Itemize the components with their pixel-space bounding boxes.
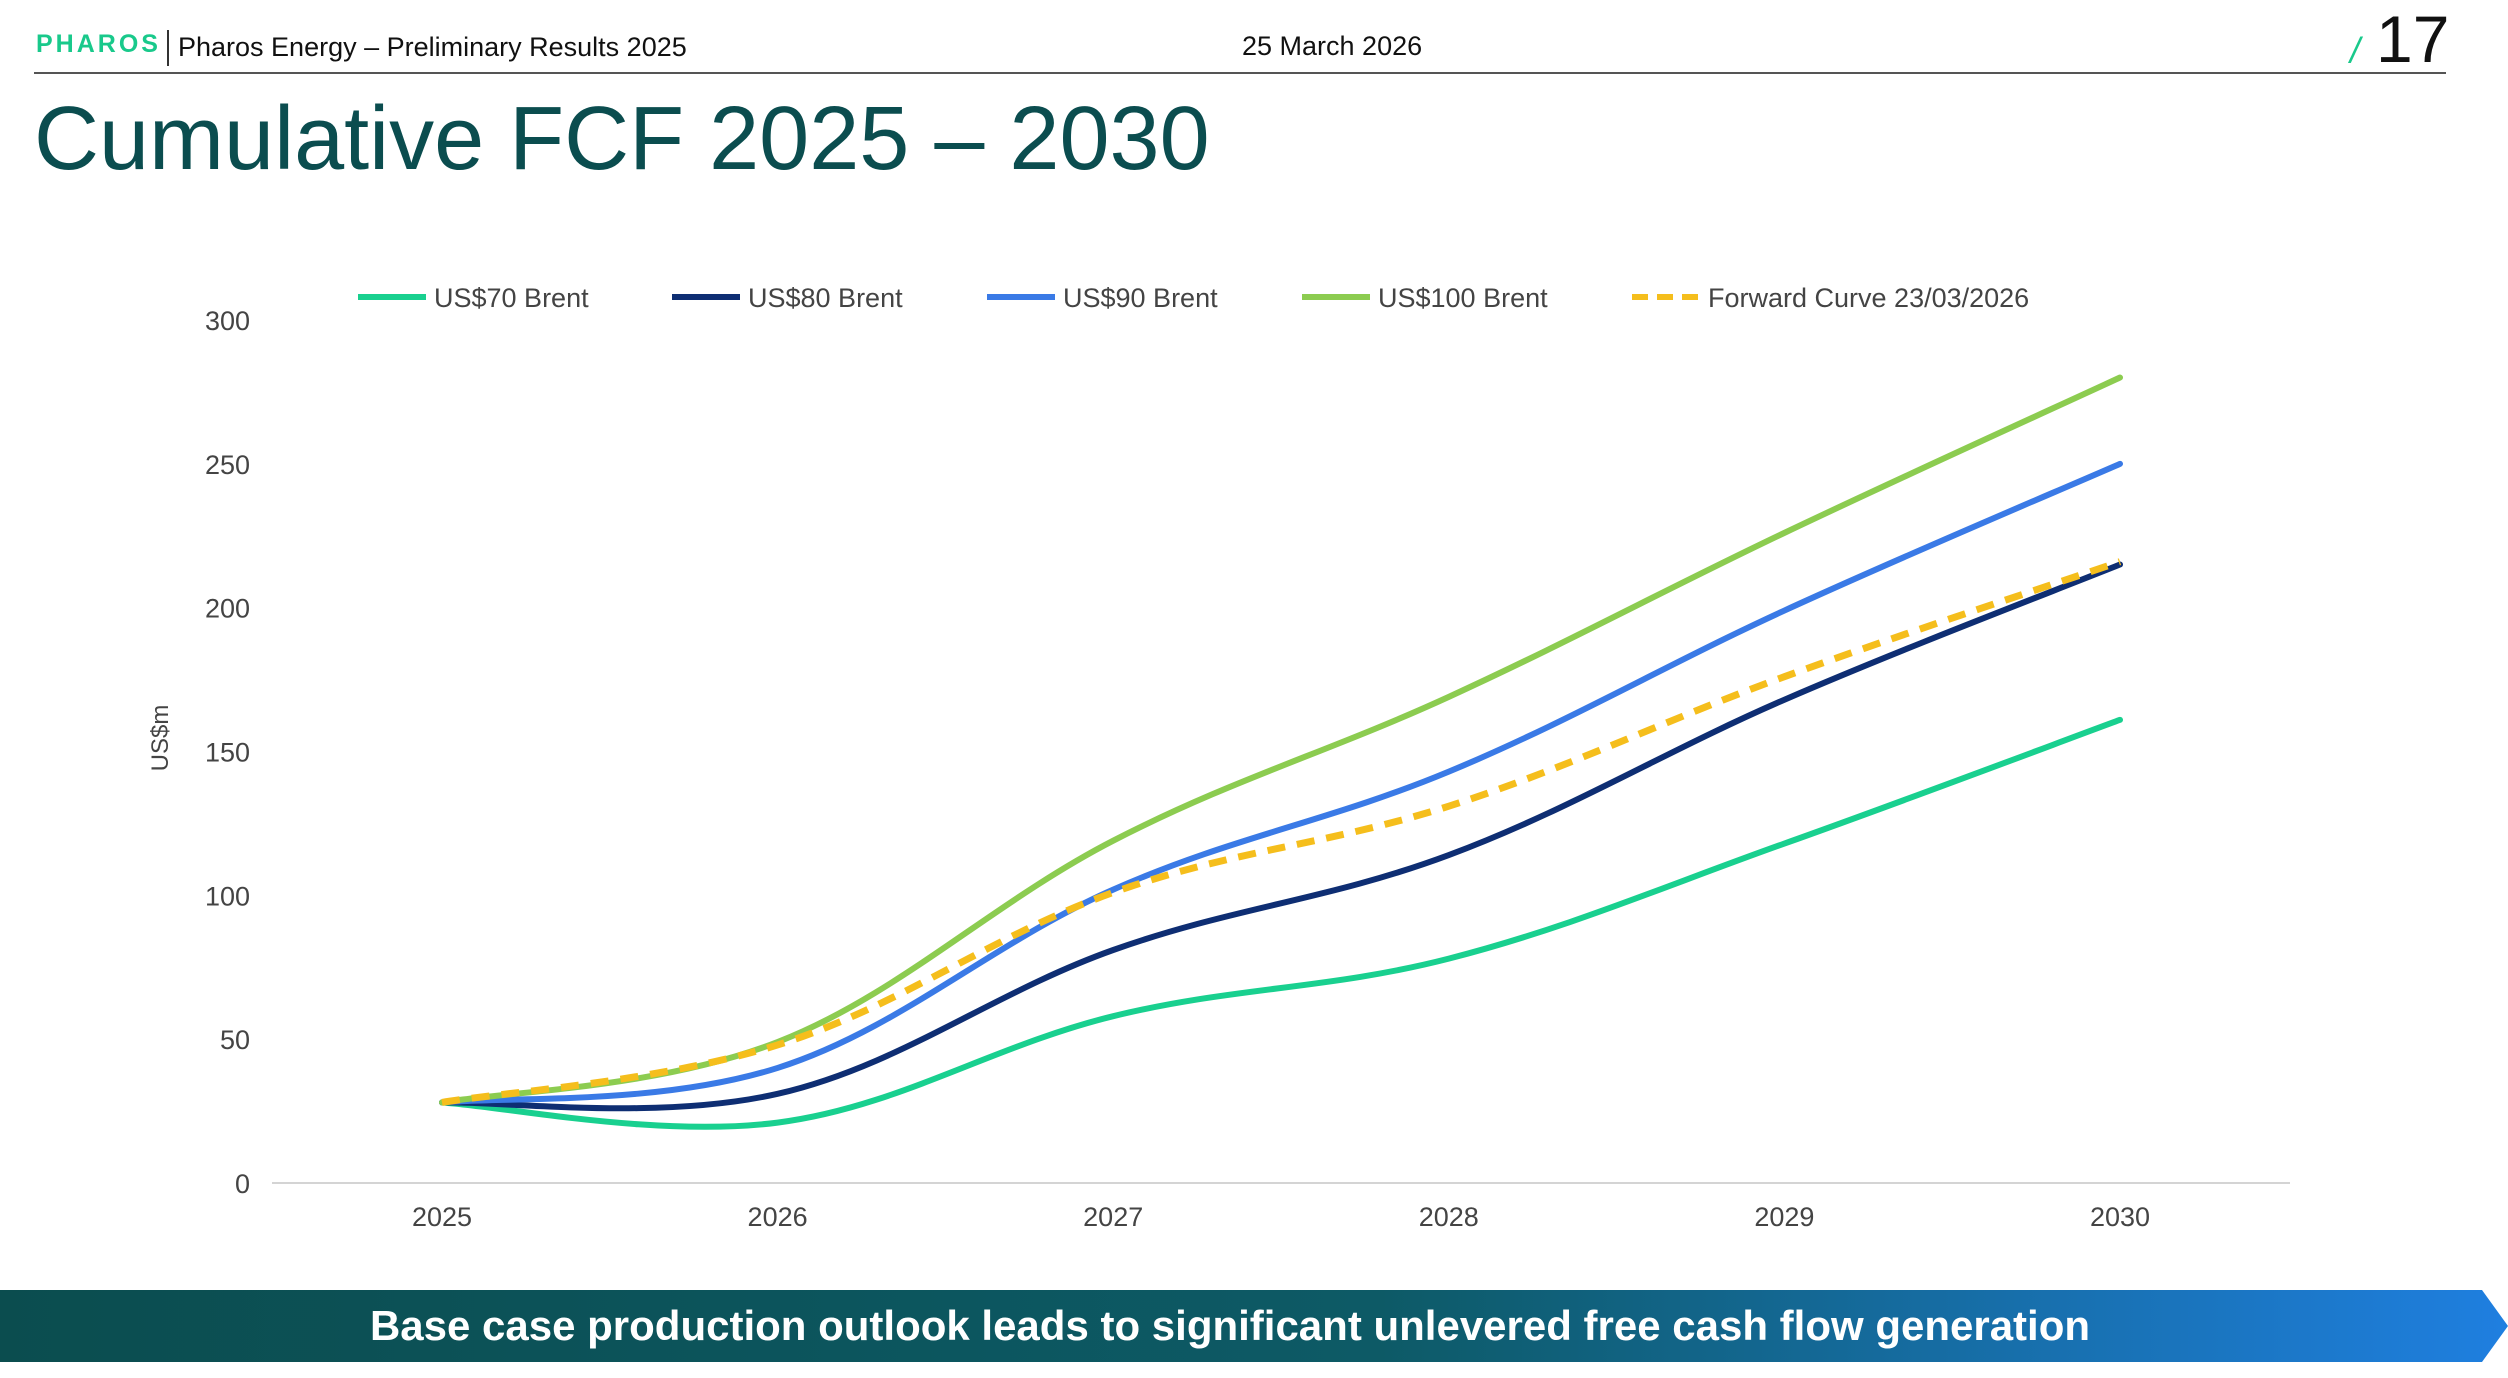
header-title: Pharos Energy – Preliminary Results 2025 bbox=[178, 32, 687, 62]
legend-label-us-70-brent: US$70 Brent bbox=[434, 283, 589, 313]
x-tick-label: 2027 bbox=[1083, 1202, 1143, 1232]
footer-banner-text: Base case production outlook leads to si… bbox=[369, 1302, 2091, 1349]
legend-label-us-90-brent: US$90 Brent bbox=[1063, 283, 1218, 313]
y-tick-label: 50 bbox=[220, 1025, 250, 1055]
brand-logo: PHAROS bbox=[36, 30, 161, 58]
x-tick-label: 2028 bbox=[1419, 1202, 1479, 1232]
header-divider bbox=[34, 72, 2446, 74]
y-tick-label: 300 bbox=[205, 306, 250, 336]
x-tick-label: 2029 bbox=[1754, 1202, 1814, 1232]
chart-axes: 0 50 100 150 200 250 300 2025 2026 2027 2028 2029 20… bbox=[147, 306, 2290, 1232]
y-tick-label: 150 bbox=[205, 738, 250, 768]
page-slash-mark: / bbox=[2350, 30, 2361, 71]
fcf-line-chart: 0 50 100 150 200 250 300 2025 2026 2027 2028 2029 20… bbox=[147, 283, 2290, 1232]
page-number: 17 bbox=[2376, 2, 2450, 76]
y-tick-label: 0 bbox=[235, 1169, 250, 1199]
series-line-us-90-brent bbox=[439, 460, 2123, 1106]
series-line-forward-curve-23-03-2026 bbox=[441, 558, 2122, 1106]
header-date: 25 March 2026 bbox=[1242, 31, 1423, 61]
brand-separator bbox=[167, 30, 169, 66]
chart-series-group bbox=[439, 374, 2123, 1130]
series-line-us-70-brent bbox=[439, 716, 2123, 1130]
series-line-us-100-brent bbox=[439, 374, 2123, 1106]
legend-label-us-100-brent: US$100 Brent bbox=[1378, 283, 1548, 313]
x-tick-label: 2030 bbox=[2090, 1202, 2150, 1232]
series-line-us-80-brent bbox=[439, 561, 2123, 1112]
x-tick-label: 2026 bbox=[748, 1202, 808, 1232]
x-tick-label: 2025 bbox=[412, 1202, 472, 1232]
slide-title: Cumulative FCF 2025 – 2030 bbox=[34, 89, 1210, 189]
y-tick-label: 100 bbox=[205, 881, 250, 911]
y-axis-title: US$m bbox=[147, 705, 174, 772]
y-tick-label: 250 bbox=[205, 450, 250, 480]
y-tick-label: 200 bbox=[205, 594, 250, 624]
chart-legend: US$70 Brent US$80 Brent US$90 Brent US$100 … bbox=[358, 283, 2029, 313]
footer-banner bbox=[0, 1290, 2508, 1362]
legend-label-us-80-brent: US$80 Brent bbox=[748, 283, 903, 313]
legend-label-forward-curve-23-03-2026: Forward Curve 23/03/2026 bbox=[1708, 283, 2029, 313]
